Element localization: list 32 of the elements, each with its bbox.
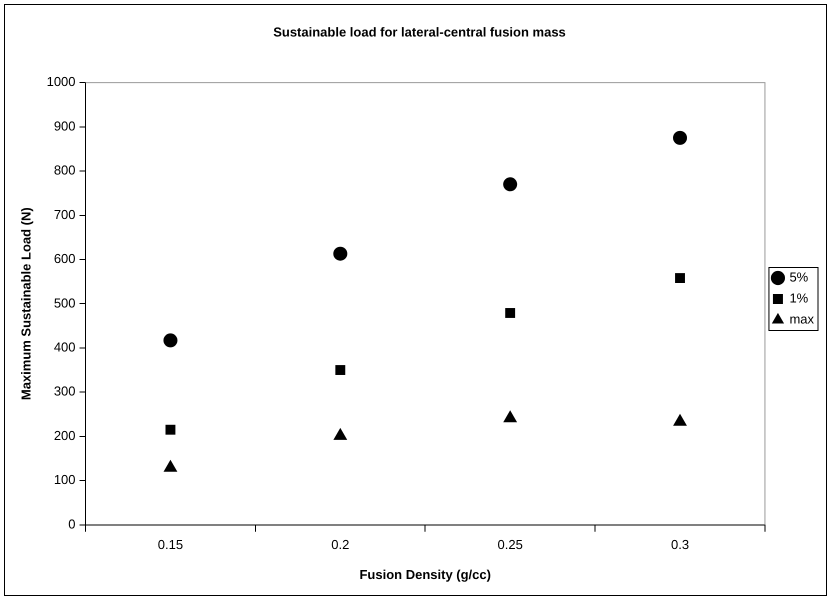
- point: [673, 130, 688, 145]
- point: [673, 414, 687, 426]
- point: [675, 273, 685, 283]
- y-tick-label: 800: [54, 162, 76, 178]
- x-tick-label: 0.2: [331, 537, 350, 552]
- chart-title: Sustainable load for lateral-central fusion mass: [273, 24, 566, 40]
- x-tick-label: 0.25: [498, 537, 523, 552]
- y-tick-label: 700: [54, 206, 76, 222]
- y-tick-label: 400: [54, 340, 76, 354]
- y-tick-label: 100: [54, 472, 76, 488]
- point: [503, 410, 518, 422]
- y-tick-label: 1000: [46, 74, 76, 90]
- y-tick-label: 200: [54, 428, 76, 443]
- point: [503, 177, 518, 192]
- point: [335, 365, 346, 375]
- x-axis-title: Fusion Density (g/cc): [359, 566, 491, 582]
- y-tick-label: 500: [54, 295, 76, 310]
- y-axis-title: Maximum Sustainable Load (N): [18, 207, 34, 400]
- point: [163, 333, 178, 348]
- point: [333, 428, 348, 440]
- legend-label: max: [789, 312, 814, 327]
- legend-label: 5%: [789, 270, 809, 285]
- point: [164, 460, 178, 472]
- y-tick-label: 900: [54, 118, 76, 134]
- legend-label: 1%: [789, 290, 809, 306]
- y-tick-label: 300: [54, 384, 76, 399]
- x-tick-label: 0.3: [670, 537, 690, 552]
- x-tick-label: 0.15: [158, 537, 184, 552]
- y-tick-label: 600: [54, 251, 76, 266]
- y-tick-label: 0: [68, 516, 76, 532]
- point: [505, 308, 516, 318]
- point: [333, 246, 348, 261]
